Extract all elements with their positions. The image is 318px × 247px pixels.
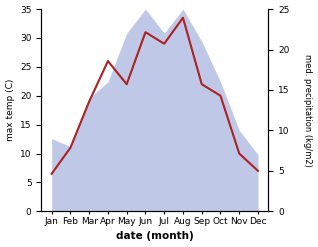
Y-axis label: med. precipitation (kg/m2): med. precipitation (kg/m2) <box>303 54 313 167</box>
X-axis label: date (month): date (month) <box>116 231 194 242</box>
Y-axis label: max temp (C): max temp (C) <box>5 79 15 141</box>
